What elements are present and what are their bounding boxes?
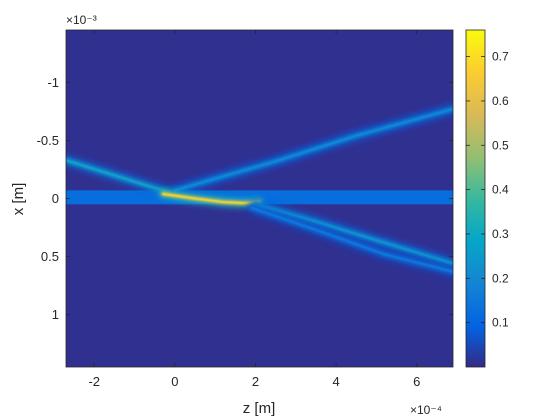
colorbar-tick-label: 0.2 [492, 271, 509, 285]
colorbar-tick-label: 0.6 [492, 94, 509, 108]
beam-trace-5 [246, 203, 453, 277]
x-tick-label: 0 [171, 374, 178, 389]
colorbar [465, 29, 486, 368]
x-tick-label: 6 [413, 374, 420, 389]
x-tick-label: 4 [332, 374, 339, 389]
colorbar-tick-label: 0.1 [492, 316, 509, 330]
x-axis-exponent: ×10⁻⁴ [410, 403, 442, 417]
y-axis-exponent: ×10⁻³ [66, 13, 97, 27]
colorbar-tick-label: 0.4 [492, 183, 509, 197]
x-tick-label: 2 [252, 374, 259, 389]
colorbar-ticks: 0.1 0.2 0.3 0.4 0.5 0.6 0.7 [466, 50, 509, 330]
colorbar-tick-label: 0.3 [492, 227, 509, 241]
beam-traces [66, 104, 453, 277]
x-tick-label: -2 [88, 374, 100, 389]
y-tick-label: 0.5 [41, 249, 59, 264]
colorbar-tick-label: 0.5 [492, 138, 509, 152]
x-axis-label: z [m] [243, 400, 276, 417]
beam-trace-4 [251, 199, 453, 269]
y-tick-label: 0 [52, 191, 59, 206]
y-axis-label: x [m] [10, 183, 27, 216]
beam-trace-2 [170, 104, 453, 195]
y-tick-label: 1 [52, 307, 59, 322]
axes: -2 0 2 4 6 -1 -0.5 0 0.5 1 [37, 29, 454, 389]
y-tick-label: -1 [47, 75, 59, 90]
heatmap-content [66, 104, 453, 277]
colorbar-tick-label: 0.7 [492, 50, 509, 64]
beam-trace-3 [158, 189, 264, 208]
y-tick-label: -0.5 [37, 133, 59, 148]
